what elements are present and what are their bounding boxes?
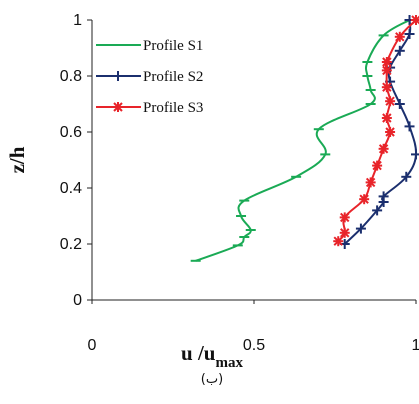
series-2-point [404,121,415,132]
x-tick-label: 0 [88,337,97,354]
series-2-point [401,171,412,182]
series-3-point [381,82,392,93]
series-2 [339,15,419,249]
series-2-point [394,45,405,56]
y-tick-label: 0.2 [60,236,82,253]
series-layer [190,15,419,262]
series-2-point [372,205,383,216]
legend-item-1: Profile S1 [96,38,203,54]
legend-item-3: Profile S3 [96,100,203,116]
series-3 [333,15,419,247]
legend-label: Profile S3 [143,100,203,116]
y-tick-label: 0 [73,292,82,309]
series-1-line [195,19,411,262]
legend-swatch-marker [113,71,123,81]
series-1 [190,19,415,262]
y-tick-label: 0.6 [60,124,82,141]
legend-swatch-marker [113,102,123,112]
series-3-point [372,160,383,171]
y-tick-label: 0.4 [60,180,82,197]
series-3-point [365,177,376,188]
legend: Profile S1 Profile S2 Profile S3 [96,38,203,116]
y-tick-label: 0.8 [60,68,82,85]
series-2-point [394,99,405,109]
series-2-point [411,149,419,160]
series-3-point [378,143,389,154]
series-3-point [339,227,350,238]
figure-caption: (ب) [201,372,223,387]
series-3-point [385,127,396,137]
series-3-point [381,65,392,76]
series-3-point [394,31,405,42]
legend-label: Profile S1 [143,38,203,54]
series-2-point [355,223,366,234]
y-tick-labels: 0 0.2 0.4 0.6 0.8 1 [60,12,92,309]
series-3-point [385,96,396,107]
legend-item-2: Profile S2 [96,69,203,85]
series-3-point [381,113,392,123]
series-2-point [378,191,389,202]
x-tick-label: 1 [412,337,419,354]
series-2-point [404,29,415,39]
series-3-point [339,212,350,223]
legend-label: Profile S2 [143,69,203,85]
x-tick-label: 0.5 [243,337,265,354]
series-3-point [411,15,419,25]
x-tick-labels: 0 0.5 1 [88,300,419,354]
x-axis-label-subscript: max [215,355,243,371]
x-axis-label-main: u /u [181,341,216,365]
series-3-point [359,194,370,205]
series-3-point [333,236,344,247]
y-axis-label: z/h [5,146,29,173]
x-axis-label: u /umax [181,341,243,371]
y-tick-label: 1 [73,12,82,29]
series-3-point [381,57,392,67]
